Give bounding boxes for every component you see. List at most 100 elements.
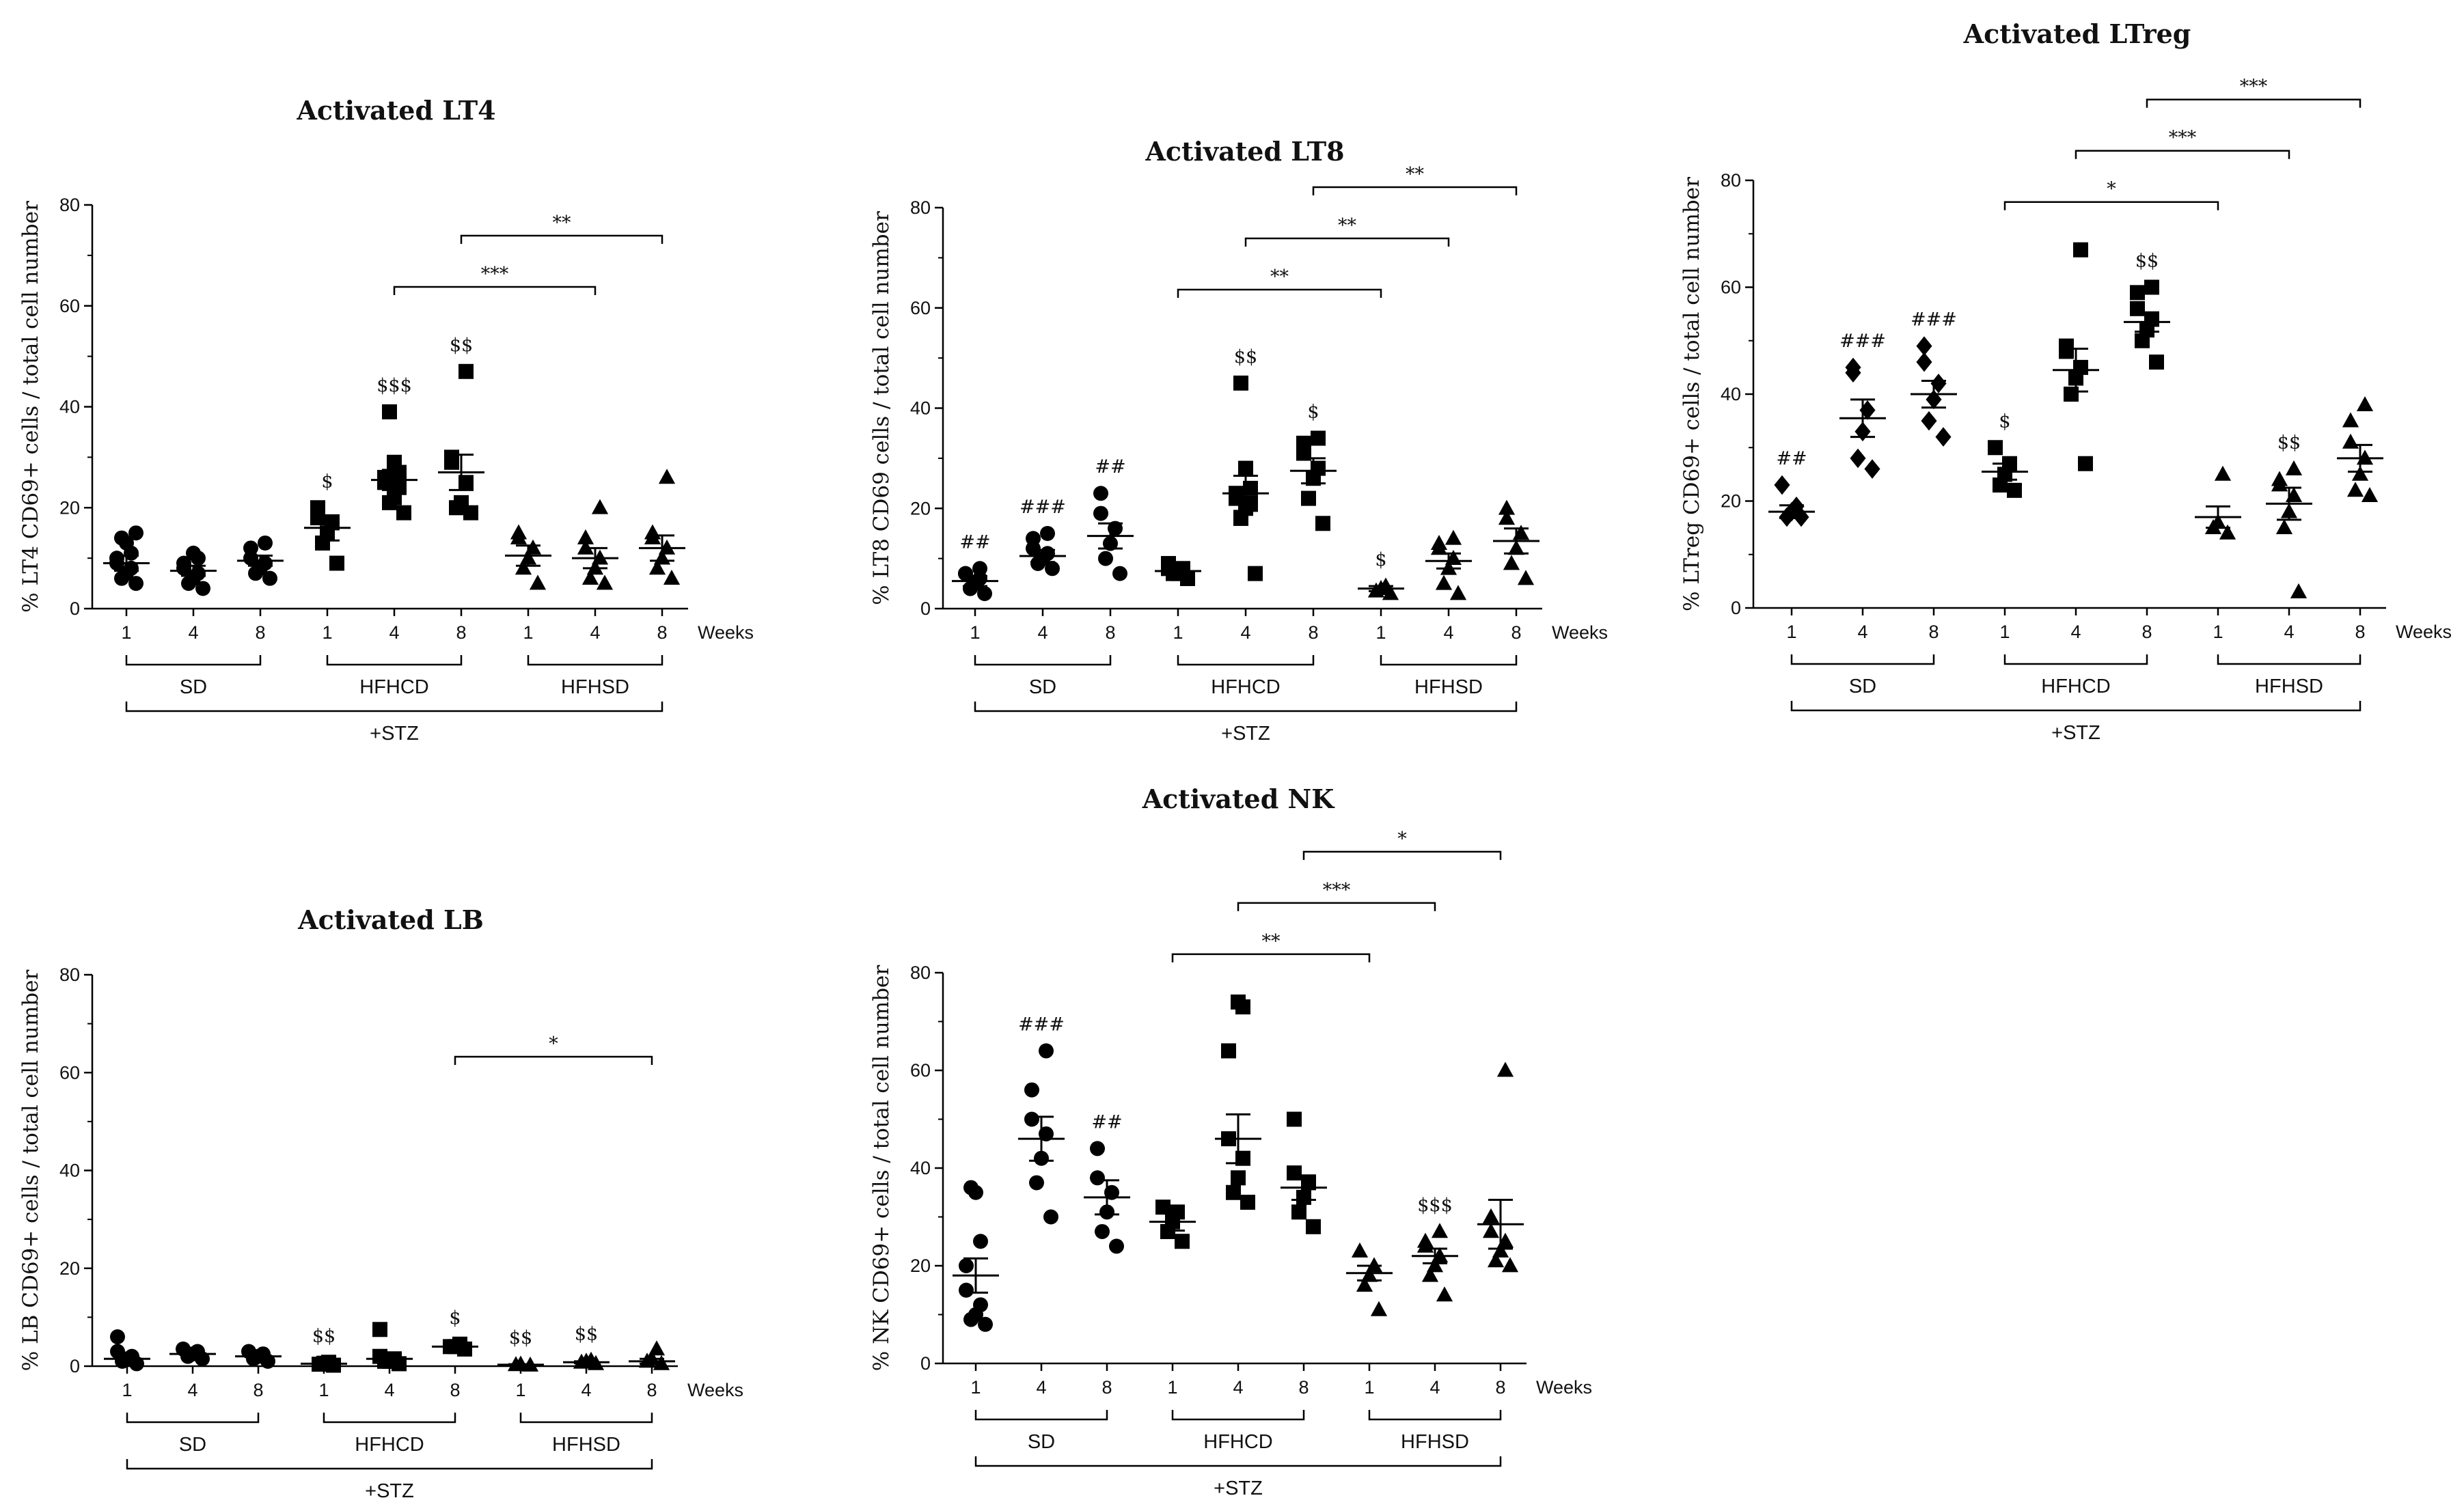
data-point — [648, 559, 666, 575]
data-point — [978, 1316, 993, 1332]
data-point — [1093, 505, 1108, 521]
data-point — [1231, 994, 1246, 1010]
series-HFHSD-week-8 — [2337, 396, 2383, 503]
series-SD-week-8: ## — [1084, 1111, 1130, 1254]
group-label: SD — [179, 1434, 206, 1456]
series-SD-week-1 — [103, 525, 150, 592]
group-bracket — [326, 655, 463, 666]
data-point — [128, 525, 143, 541]
y-tick-label: 60 — [59, 1062, 80, 1083]
series-HFHCD-week-8: $ — [432, 1307, 478, 1357]
data-point — [454, 495, 469, 510]
series-SD-week-8 — [237, 535, 284, 586]
group-bracket — [1177, 655, 1315, 666]
series-SD-week-4: ### — [1019, 497, 1066, 577]
group-bracket — [527, 655, 663, 666]
y-tick-label: 80 — [59, 195, 80, 215]
x-tick-label: 1 — [1786, 622, 1796, 642]
data-point — [1306, 1219, 1321, 1234]
data-point — [243, 540, 258, 556]
series-HFHCD-week-1 — [1155, 555, 1201, 586]
data-point — [2361, 487, 2379, 503]
series-SD-week-4 — [169, 1341, 216, 1367]
data-point — [510, 524, 528, 540]
group-label: SD — [1028, 1431, 1055, 1453]
significance-label: $$ — [450, 335, 473, 356]
data-point — [1175, 1234, 1190, 1249]
data-point — [372, 1322, 387, 1337]
group-label: SD — [1849, 676, 1876, 697]
data-point — [2271, 471, 2288, 486]
data-point — [2346, 482, 2364, 497]
series-HFHCD-week-8: $$ — [438, 335, 484, 521]
x-tick-label: 4 — [1857, 622, 1867, 642]
data-point — [1431, 1223, 1449, 1238]
series-HFHCD-week-1 — [1149, 1199, 1196, 1249]
x-tick-label: 4 — [187, 1380, 197, 1400]
x-unit-label: Weeks — [687, 1380, 743, 1400]
series-HFHSD-week-4: $$ — [563, 1323, 610, 1370]
significance-label: $$ — [1234, 346, 1257, 367]
group-label: HFHCD — [359, 676, 429, 698]
data-point — [458, 363, 474, 379]
data-point — [1916, 352, 1932, 372]
group-bracket — [1790, 654, 1935, 665]
data-point — [1382, 585, 1399, 600]
data-point — [382, 404, 397, 419]
data-point — [2144, 279, 2159, 295]
stz-label: +STZ — [1214, 1478, 1263, 1498]
comparison-label: * — [2107, 179, 2116, 200]
data-point — [1287, 1165, 1302, 1181]
data-point — [1351, 1242, 1369, 1258]
data-point — [329, 555, 344, 571]
y-tick-label: 20 — [910, 1256, 931, 1276]
comparison-bracket — [454, 1055, 653, 1065]
data-point — [959, 1282, 974, 1298]
data-point — [1311, 430, 1326, 446]
x-tick-label: 1 — [2213, 622, 2223, 642]
comparison-bracket — [2146, 98, 2362, 108]
series-HFHCD-week-8: $$ — [2124, 251, 2170, 370]
data-point — [2342, 433, 2359, 449]
x-tick-label: 8 — [2355, 622, 2365, 642]
stz-label: +STZ — [2051, 722, 2100, 744]
y-axis-label: % LT4 CD69+ cells / total cell number — [18, 201, 43, 613]
data-point — [1024, 1082, 1039, 1098]
significance-label: $$$ — [377, 375, 412, 396]
comparison-bracket — [1302, 850, 1502, 860]
series-HFHCD-week-8: $ — [1290, 402, 1337, 531]
y-tick-label: 0 — [1731, 598, 1741, 618]
x-tick-label: 8 — [1495, 1377, 1505, 1398]
data-point — [1503, 555, 1520, 570]
data-point — [2078, 456, 2093, 471]
x-tick-label: 8 — [1105, 622, 1115, 643]
x-tick-label: 1 — [1375, 622, 1386, 643]
comparison-bracket — [2003, 201, 2219, 210]
series-HFHSD-week-8 — [1493, 499, 1539, 585]
data-point — [1370, 1301, 1388, 1316]
comparison-label: ** — [553, 212, 572, 234]
data-point — [2219, 524, 2236, 540]
chart-title: Activated LT8 — [1145, 136, 1344, 167]
x-tick-label: 8 — [255, 622, 265, 643]
significance-label: $ — [1375, 549, 1386, 570]
data-point — [372, 1348, 387, 1364]
y-tick-label: 40 — [1721, 384, 1741, 404]
data-point — [1774, 475, 1790, 495]
group-label: HFHCD — [355, 1434, 424, 1456]
data-point — [1098, 551, 1113, 566]
data-point — [973, 1297, 988, 1313]
group-bracket — [2003, 654, 2148, 665]
data-point — [1291, 1204, 1306, 1220]
series-HFHSD-week-4 — [1425, 529, 1472, 600]
data-point — [959, 1258, 974, 1273]
data-point — [377, 469, 392, 485]
group-bracket — [1380, 655, 1518, 666]
comparison-bracket — [1237, 902, 1436, 911]
data-point — [1093, 486, 1108, 501]
data-point — [176, 555, 191, 571]
data-point — [596, 574, 614, 590]
data-point — [515, 559, 532, 575]
data-point — [195, 581, 210, 596]
data-point — [396, 505, 411, 521]
